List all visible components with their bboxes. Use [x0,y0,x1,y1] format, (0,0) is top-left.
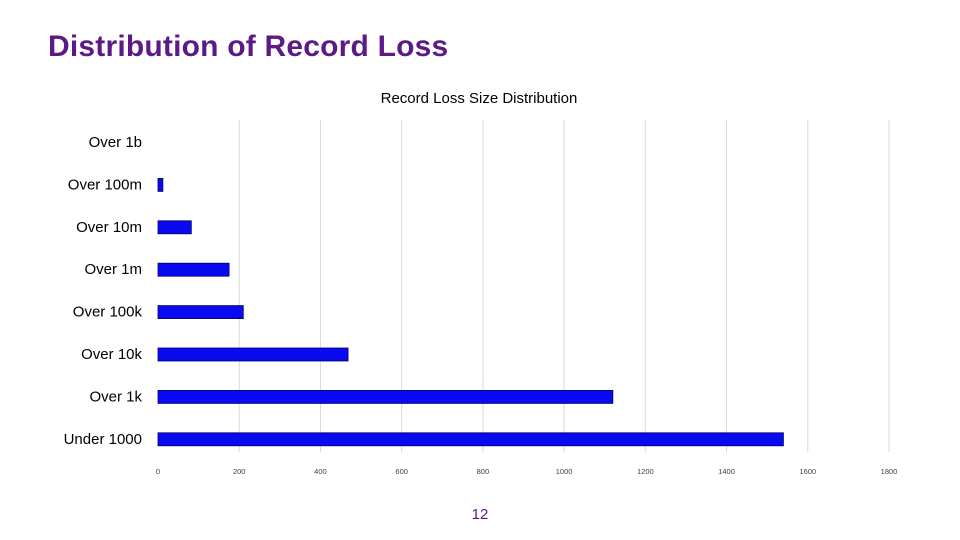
x-tick-label: 1800 [881,467,898,476]
category-label: Under 1000 [64,431,142,448]
bar [157,220,192,235]
page-number: 12 [471,506,489,523]
x-tick-label: 800 [477,467,490,476]
category-label: Over 1m [84,261,142,278]
bar [157,347,349,362]
x-tick-label: 1400 [718,467,735,476]
bar [157,262,230,277]
category-labels: Over 1b Over 100m Over 10m Over 1m Over 100k… [64,134,143,448]
x-tick-labels: 0 200 400 600 800 1000 1200 1400 1600 1800 [156,467,897,476]
bar [157,432,784,447]
x-tick-label: 200 [233,467,246,476]
gridlines [238,120,890,452]
x-tick-label: 1600 [799,467,816,476]
category-label: Over 100m [68,176,142,193]
bars [157,177,784,447]
category-label: Over 10k [81,346,142,363]
category-label: Over 100k [73,304,143,321]
x-tick-label: 0 [156,467,160,476]
bar [157,305,244,320]
chart-title: Record Loss Size Distribution [381,90,578,107]
slide-title: Distribution of Record Loss [48,30,449,63]
category-label: Over 10m [76,219,142,236]
bar [157,177,164,192]
x-tick-label: 1000 [556,467,573,476]
x-tick-label: 1200 [637,467,654,476]
x-tick-label: 400 [314,467,327,476]
category-label: Over 1k [89,388,142,405]
x-tick-label: 600 [395,467,408,476]
category-label: Over 1b [89,134,142,151]
bar [157,389,614,404]
